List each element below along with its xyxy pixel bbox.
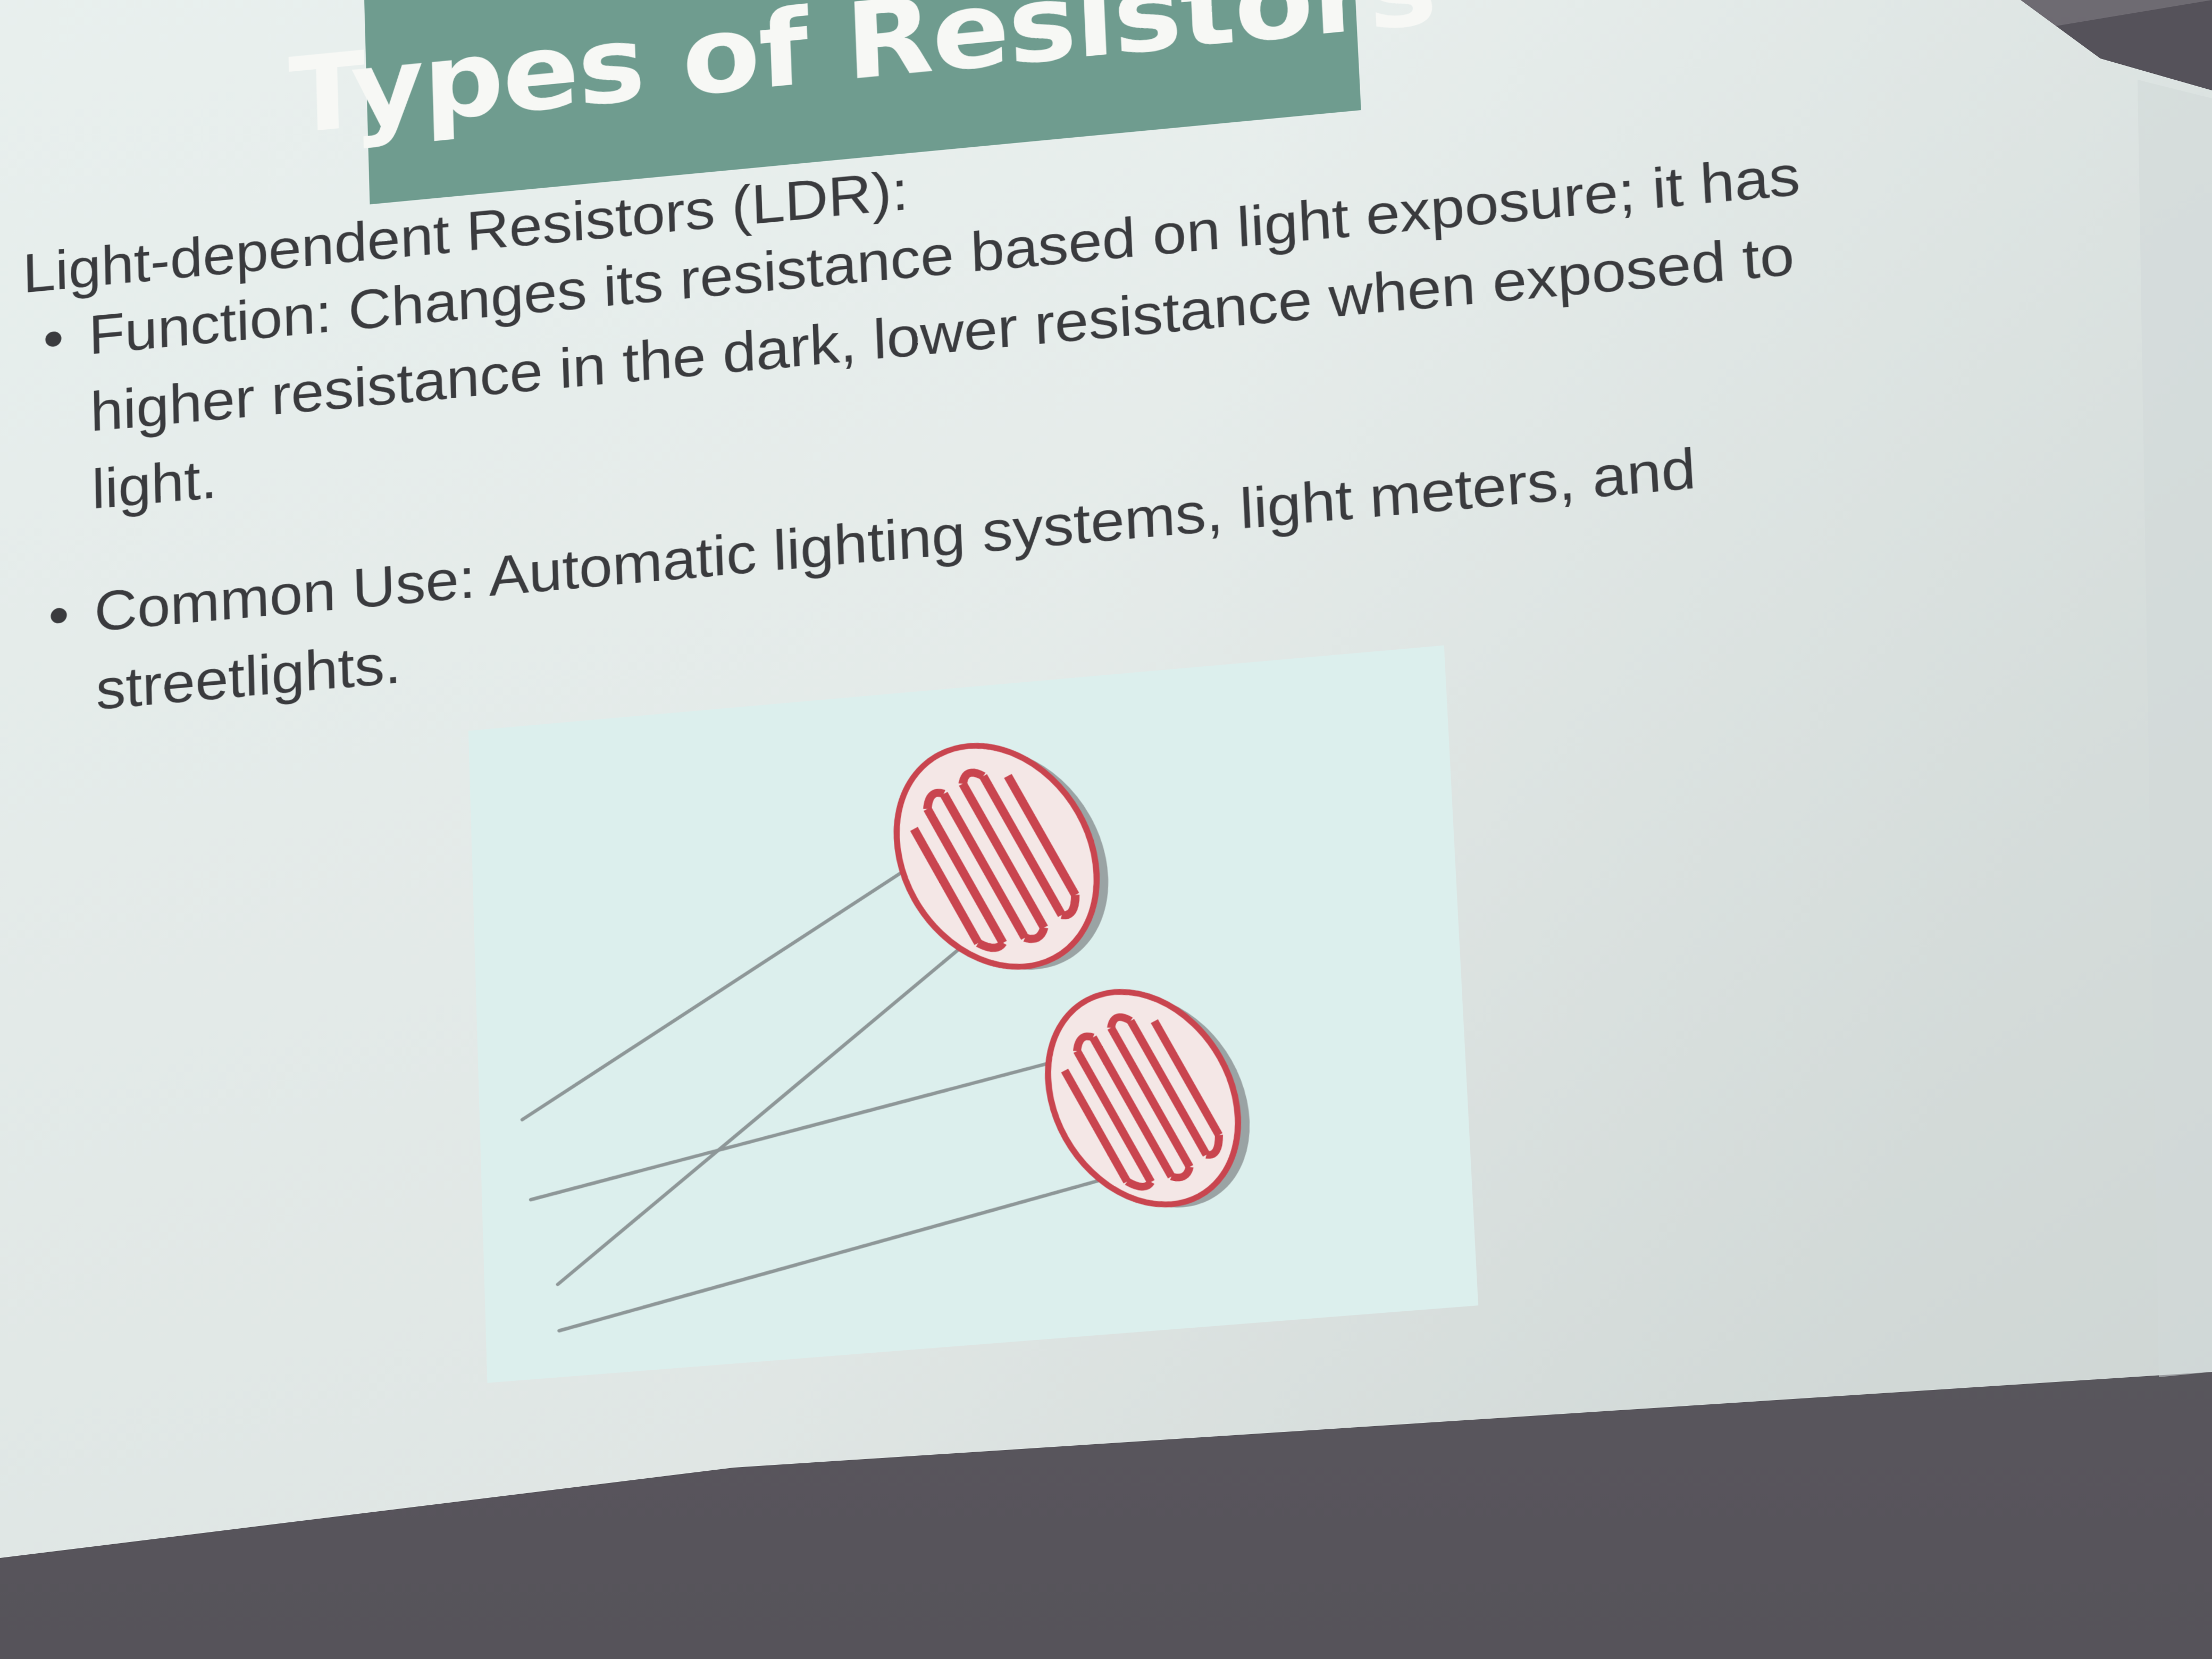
screen-frame-corner: [2021, 0, 2212, 96]
screen-right-shadow: [2138, 80, 2212, 1377]
bullet-dot-icon: •: [47, 583, 70, 648]
ldr-face: [858, 711, 1136, 1001]
ldr-photo: [468, 645, 1479, 1383]
slide-title: Types of Resistors: [287, 0, 1439, 157]
ldr-face: [1011, 959, 1276, 1237]
bullet-dot-icon: •: [42, 307, 64, 371]
ldr-sensor-upper: [858, 707, 1148, 1008]
slide: Types of Resistors Light-dependent Resis…: [22, 0, 1802, 1383]
ldr-sensor-lower: [1011, 956, 1288, 1244]
photo-background: [468, 645, 1479, 1383]
